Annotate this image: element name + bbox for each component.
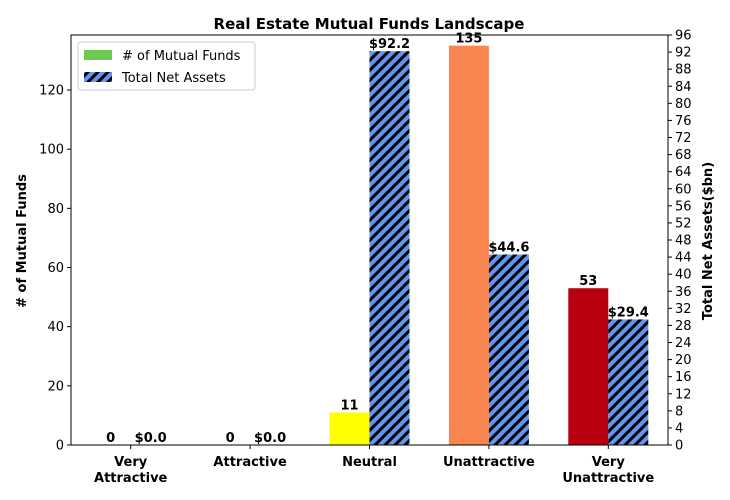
y-axis-right-label: Total Net Assets($bn) bbox=[701, 162, 716, 320]
data-labels: 0 $0.0 0 $0.0 11 $92.2 135 $44.6 53 $29.4 bbox=[106, 32, 649, 446]
y-tick-label-left: 0 bbox=[56, 439, 64, 454]
y-tick-label-right: 96 bbox=[675, 29, 692, 44]
y-tick-label-right: 36 bbox=[675, 285, 692, 300]
data-label-mutual-funds: 0 bbox=[226, 431, 235, 446]
y-tick-label-right: 92 bbox=[675, 46, 692, 61]
bars bbox=[329, 45, 649, 446]
bar-mutual-funds bbox=[329, 412, 370, 445]
data-label-mutual-funds: 53 bbox=[579, 274, 597, 289]
bar-net-assets bbox=[488, 254, 529, 445]
legend-label-net-assets: Total Net Assets bbox=[121, 71, 226, 86]
y-tick-label-right: 16 bbox=[675, 370, 692, 385]
x-tick-label: Unattractive bbox=[443, 455, 535, 470]
bar-net-assets bbox=[369, 51, 410, 446]
y-tick-label-right: 64 bbox=[675, 165, 692, 180]
bar-mutual-funds bbox=[448, 45, 489, 445]
y-tick-label-left: 20 bbox=[47, 379, 64, 394]
y-tick-label-right: 56 bbox=[675, 199, 692, 214]
y-tick-label-right: 8 bbox=[675, 404, 683, 419]
legend-box bbox=[77, 41, 256, 91]
y-tick-label-right: 68 bbox=[675, 148, 692, 163]
y-tick-label-right: 52 bbox=[675, 216, 692, 231]
data-label-mutual-funds: 0 bbox=[106, 431, 115, 446]
data-label-net-assets: $44.6 bbox=[488, 241, 529, 256]
y-tick-label-right: 0 bbox=[675, 439, 683, 454]
legend-swatch-net-assets bbox=[84, 72, 112, 82]
legend-swatch-mutual-funds bbox=[84, 50, 112, 60]
data-label-net-assets: $0.0 bbox=[254, 431, 286, 446]
legend-label-mutual-funds: # of Mutual Funds bbox=[122, 49, 241, 64]
y-tick-label-left: 100 bbox=[39, 143, 64, 158]
x-tick-label: Attractive bbox=[213, 455, 287, 470]
y-tick-label-right: 88 bbox=[675, 63, 692, 78]
y-tick-label-right: 40 bbox=[675, 268, 692, 283]
axes: Very Attractive Attractive Neutral Unattract… bbox=[39, 29, 691, 487]
data-label-mutual-funds: 135 bbox=[455, 32, 482, 47]
x-tick-label: Very Unattractive bbox=[562, 455, 654, 486]
y-tick-label-right: 48 bbox=[675, 234, 692, 249]
y-tick-label-left: 40 bbox=[47, 320, 64, 335]
data-label-net-assets: $29.4 bbox=[608, 305, 649, 320]
y-tick-label-right: 28 bbox=[675, 319, 692, 334]
data-label-net-assets: $92.2 bbox=[369, 37, 410, 52]
y-tick-label-right: 4 bbox=[675, 421, 683, 436]
plot-frame bbox=[70, 34, 669, 446]
y-tick-label-right: 12 bbox=[675, 387, 692, 402]
x-tick-label: Very Attractive bbox=[94, 455, 168, 486]
y-tick-label-left: 80 bbox=[47, 202, 64, 217]
bar-net-assets bbox=[608, 319, 649, 445]
y-tick-label-left: 60 bbox=[47, 261, 64, 276]
y-tick-label-right: 80 bbox=[675, 97, 692, 112]
y-tick-label-right: 32 bbox=[675, 302, 692, 317]
y-tick-label-right: 76 bbox=[675, 114, 692, 129]
chart-title: Real Estate Mutual Funds Landscape bbox=[214, 15, 525, 33]
y-tick-label-right: 20 bbox=[675, 353, 692, 368]
y-axis-left-label: # of Mutual Funds bbox=[15, 174, 30, 308]
y-tick-label-right: 60 bbox=[675, 182, 692, 197]
y-tick-label-right: 24 bbox=[675, 336, 692, 351]
data-label-net-assets: $0.0 bbox=[135, 431, 167, 446]
x-tick-label: Neutral bbox=[342, 455, 397, 470]
bar-mutual-funds bbox=[568, 288, 609, 445]
y-tick-label-right: 84 bbox=[675, 80, 692, 95]
legend: # of Mutual Funds Total Net Assets bbox=[77, 41, 256, 91]
data-label-mutual-funds: 11 bbox=[340, 398, 358, 413]
y-tick-label-right: 44 bbox=[675, 251, 692, 266]
y-tick-label-left: 120 bbox=[39, 84, 64, 99]
y-tick-label-right: 72 bbox=[675, 131, 692, 146]
